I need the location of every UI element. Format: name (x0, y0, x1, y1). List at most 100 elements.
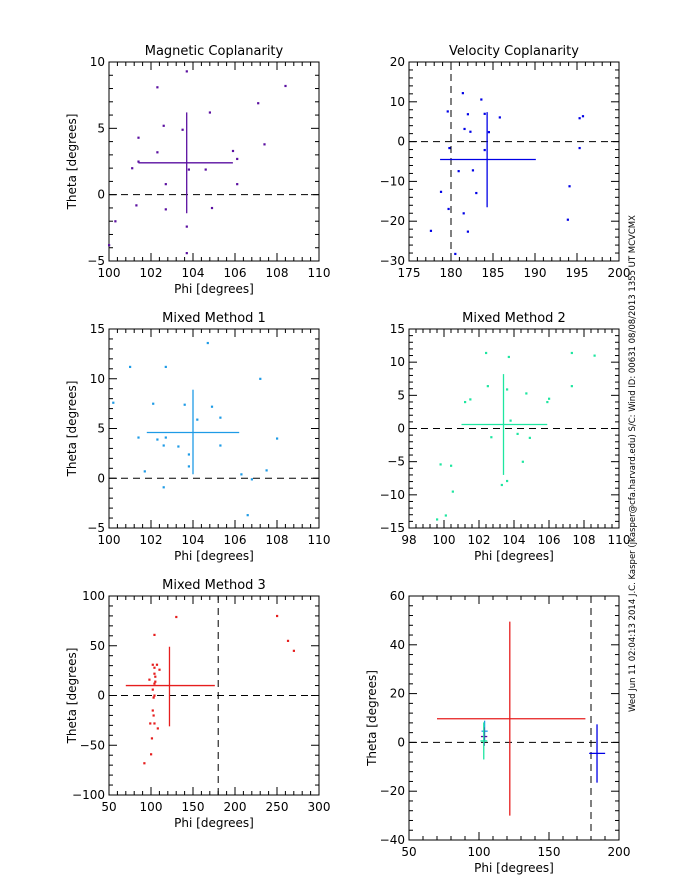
data-point (483, 148, 486, 152)
data-point (429, 229, 433, 232)
data-point (566, 218, 569, 221)
data-point (498, 116, 501, 119)
data-point (548, 397, 551, 400)
data-point (164, 183, 167, 186)
data-point (151, 709, 154, 712)
data-point (466, 230, 469, 233)
x-tick-label: 106 (224, 266, 247, 280)
x-tick-label: 108 (266, 266, 289, 280)
data-point (151, 688, 154, 691)
panel-6: 50 100 150 200 −40 −20 0 20 40 60 Phi [degrees] The… (365, 589, 630, 875)
panel-title: Velocity Coplanarity (449, 44, 579, 59)
data-point (581, 115, 585, 118)
y-tick-label: −10 (380, 174, 405, 188)
y-tick-label: 10 (390, 95, 405, 109)
data-point (506, 388, 509, 391)
data-point (487, 131, 490, 134)
data-point (131, 167, 134, 170)
data-point (187, 465, 190, 468)
data-point (236, 183, 239, 186)
data-point (578, 117, 581, 120)
x-tick-label: 106 (538, 533, 561, 547)
data-point (464, 400, 467, 404)
panel-2: 175 180 185 190 195 200 −30 −20 −10 0 10 20 Velocity… (380, 44, 631, 280)
data-point (164, 365, 167, 369)
x-tick-label: 200 (224, 800, 247, 814)
data-point (257, 102, 260, 105)
data-point (185, 225, 188, 228)
y-tick-label: −15 (380, 521, 405, 535)
y-tick-label: 10 (90, 372, 105, 386)
data-point (155, 663, 159, 666)
data-point (439, 190, 443, 193)
data-point (219, 416, 222, 419)
data-point (463, 127, 466, 131)
y-tick-label: 0 (97, 471, 105, 485)
data-point (185, 252, 188, 255)
x-tick-label: 108 (266, 533, 289, 547)
footer-text: Wed Jun 11 02:04:13 2014 J.C. Kasper (jk… (628, 215, 638, 712)
x-axis-label: Phi [degrees] (474, 861, 554, 875)
data-point (114, 220, 117, 223)
data-point (276, 437, 279, 440)
panel-3: 100 102 104 106 108 110 −5 0 5 10 15 Mixed Method 1… (65, 311, 330, 563)
data-point (454, 252, 457, 256)
data-point (152, 714, 155, 717)
data-point (208, 111, 211, 114)
data-point (471, 169, 475, 172)
data-point (483, 112, 486, 115)
data-point (246, 514, 249, 517)
plot-frame (408, 328, 620, 529)
plot-frame (108, 61, 320, 262)
data-point (206, 341, 209, 345)
data-point (528, 436, 531, 439)
data-point (137, 160, 140, 163)
data-point (521, 460, 524, 463)
data-point (236, 157, 239, 161)
y-tick-label: −40 (380, 833, 405, 847)
data-point (469, 398, 472, 401)
data-point (475, 191, 478, 195)
x-tick-label: 104 (182, 266, 205, 280)
y-tick-label: 0 (397, 135, 405, 149)
y-tick-label: −5 (87, 254, 105, 268)
data-point (507, 355, 510, 359)
data-point (210, 405, 214, 408)
x-tick-label: 108 (573, 533, 596, 547)
y-tick-label: −20 (380, 214, 405, 228)
x-tick-label: 110 (308, 533, 331, 547)
data-point (231, 149, 235, 153)
x-tick-label: 250 (266, 800, 289, 814)
y-tick-label: 15 (90, 322, 105, 336)
data-point (164, 436, 167, 439)
data-point (451, 490, 454, 493)
data-point (156, 86, 159, 89)
x-tick-label: 100 (98, 533, 121, 547)
data-point (150, 737, 154, 740)
x-tick-label: 100 (433, 533, 456, 547)
panel-title: Mixed Method 1 (162, 311, 266, 326)
y-tick-label: 10 (390, 355, 405, 369)
x-tick-label: 102 (468, 533, 491, 547)
y-tick-label: −50 (80, 738, 105, 752)
x-tick-label: 104 (182, 533, 205, 547)
x-tick-label: 100 (468, 845, 491, 859)
data-point (187, 168, 190, 171)
data-point (137, 136, 140, 139)
data-point (500, 483, 503, 487)
y-tick-label: 50 (90, 639, 105, 653)
x-axis-label: Phi [degrees] (474, 549, 554, 563)
data-point (263, 143, 266, 146)
data-point (506, 479, 509, 483)
y-tick-label: 15 (390, 322, 405, 336)
x-tick-label: 110 (308, 266, 331, 280)
data-point (164, 208, 167, 211)
y-tick-label: −20 (380, 784, 405, 798)
x-tick-label: 98 (401, 533, 416, 547)
y-tick-label: 0 (97, 188, 105, 202)
x-axis-label: Phi [degrees] (174, 282, 254, 296)
y-tick-label: 60 (390, 589, 405, 603)
data-point (152, 696, 155, 699)
x-tick-label: 104 (503, 533, 526, 547)
data-point (259, 377, 262, 380)
